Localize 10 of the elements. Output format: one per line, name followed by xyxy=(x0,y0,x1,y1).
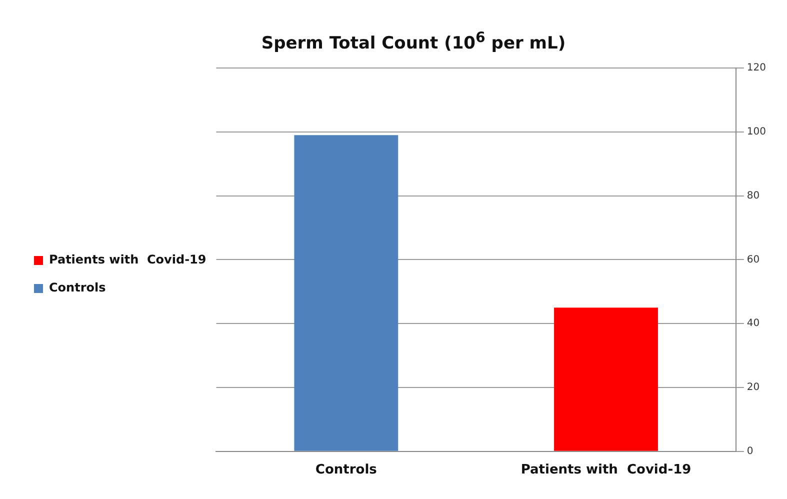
y-tick-label: 120 xyxy=(746,62,766,74)
chart-title: Sperm Total Count (10$^{6}$ per mL) xyxy=(260,30,567,54)
legend-label: Patients with Covid-19 xyxy=(49,252,206,267)
y-tick-label: 100 xyxy=(746,126,766,138)
y-tick-label: 80 xyxy=(746,190,760,202)
y-tick-label: 0 xyxy=(746,446,754,457)
y-tick-label: 40 xyxy=(746,318,760,330)
y-tick-label: 60 xyxy=(746,254,760,266)
legend-label: Controls xyxy=(49,280,106,295)
y-tick-label: 20 xyxy=(746,382,760,394)
